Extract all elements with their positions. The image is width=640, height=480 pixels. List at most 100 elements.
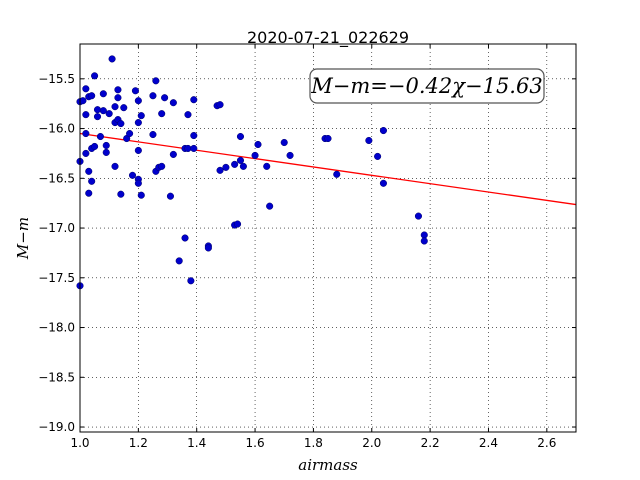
- data-point: [134, 119, 142, 127]
- data-point: [126, 129, 134, 138]
- x-axis-label: airmass: [298, 456, 358, 474]
- data-point: [236, 156, 245, 164]
- data-point: [365, 136, 373, 145]
- data-point: [79, 97, 87, 105]
- data-point: [114, 94, 122, 102]
- data-point: [158, 162, 166, 170]
- data-point: [105, 110, 113, 118]
- x-tick-label: 2.6: [537, 436, 556, 450]
- data-point: [91, 142, 99, 151]
- data-point: [414, 212, 422, 220]
- data-point: [187, 277, 195, 285]
- x-tick-label: 1.8: [304, 436, 323, 450]
- data-point: [280, 138, 288, 147]
- data-point: [263, 162, 271, 170]
- data-point: [85, 167, 93, 175]
- data-point: [333, 170, 341, 178]
- data-point: [161, 94, 169, 102]
- data-point: [420, 237, 428, 245]
- data-point: [266, 202, 274, 210]
- data-point: [111, 103, 119, 111]
- y-tick-label: −17.0: [38, 221, 75, 235]
- data-point: [96, 132, 104, 141]
- data-point: [128, 171, 137, 179]
- data-point: [251, 151, 259, 159]
- data-point: [216, 101, 224, 109]
- data-point: [111, 162, 119, 170]
- data-point: [137, 112, 145, 120]
- data-point: [93, 113, 102, 121]
- data-point: [175, 257, 183, 265]
- data-point: [134, 97, 142, 105]
- data-point: [117, 120, 125, 128]
- x-tick-label: 2.4: [479, 436, 498, 450]
- data-point: [169, 150, 177, 158]
- fit-line-layer: [79, 132, 577, 206]
- data-point: [82, 129, 90, 138]
- data-point: [420, 231, 428, 239]
- data-point: [324, 134, 332, 143]
- data-point: [120, 104, 128, 112]
- data-point: [149, 130, 157, 139]
- y-tick-label: −18.5: [38, 370, 75, 384]
- data-point: [234, 220, 242, 228]
- data-point: [379, 127, 387, 135]
- fit-equation-box: M−m=−0.42χ−15.63: [309, 68, 545, 104]
- data-point: [88, 177, 96, 185]
- x-tick-label: 2.2: [421, 436, 440, 450]
- data-point: [190, 144, 198, 153]
- y-axis-label: M−m: [14, 217, 32, 260]
- data-point: [93, 106, 102, 114]
- plot-frame: [79, 43, 577, 433]
- data-point: [82, 149, 90, 157]
- y-tick-label: −16.5: [38, 171, 75, 185]
- data-point: [254, 140, 262, 149]
- data-point: [216, 166, 224, 174]
- data-point: [82, 85, 90, 93]
- data-point: [190, 131, 198, 140]
- x-tick-label: 1.4: [187, 436, 206, 450]
- data-point: [137, 191, 145, 199]
- data-point: [190, 96, 198, 104]
- data-point: [114, 86, 122, 94]
- fit-equation-label: M−m=−0.42χ−15.63: [310, 74, 542, 98]
- data-point: [82, 111, 90, 119]
- data-point: [85, 189, 93, 197]
- chart-title: 2020-07-21_022629: [247, 28, 409, 48]
- data-point: [239, 162, 247, 170]
- fit-line: [79, 132, 577, 206]
- data-point: [149, 92, 157, 100]
- data-point: [231, 160, 239, 168]
- y-tick-label: −18.0: [38, 321, 75, 335]
- x-tick-label: 1.0: [70, 436, 89, 450]
- y-tick-label: −15.5: [38, 72, 75, 86]
- data-point: [379, 179, 387, 187]
- x-tick-label: 1.6: [246, 436, 265, 450]
- data-point: [102, 148, 110, 156]
- data-point: [134, 179, 142, 187]
- data-point: [222, 163, 230, 171]
- data-point: [108, 55, 116, 63]
- data-points: [76, 55, 428, 290]
- y-tick-label: −19.0: [38, 420, 75, 434]
- data-point: [204, 244, 212, 252]
- data-point: [99, 107, 107, 115]
- fit-equation-frame: [309, 68, 545, 104]
- data-point: [286, 151, 294, 159]
- data-point: [117, 190, 125, 198]
- data-point: [152, 77, 160, 85]
- axis-ticks: 1.0 1.2 1.4 1.6 1.8 2.0 2.2 2.4 2.6 −15.5 −16.0 −16…: [38, 44, 576, 450]
- data-point: [134, 146, 142, 155]
- data-point: [374, 152, 382, 160]
- x-tick-label: 2.0: [362, 436, 381, 450]
- data-point: [91, 72, 99, 80]
- data-point: [236, 132, 245, 141]
- data-point: [99, 90, 107, 98]
- data-point: [184, 111, 192, 119]
- x-tick-label: 1.2: [129, 436, 148, 450]
- data-point: [181, 234, 189, 242]
- data-point: [158, 110, 166, 118]
- data-point: [169, 99, 177, 107]
- data-point: [88, 92, 96, 100]
